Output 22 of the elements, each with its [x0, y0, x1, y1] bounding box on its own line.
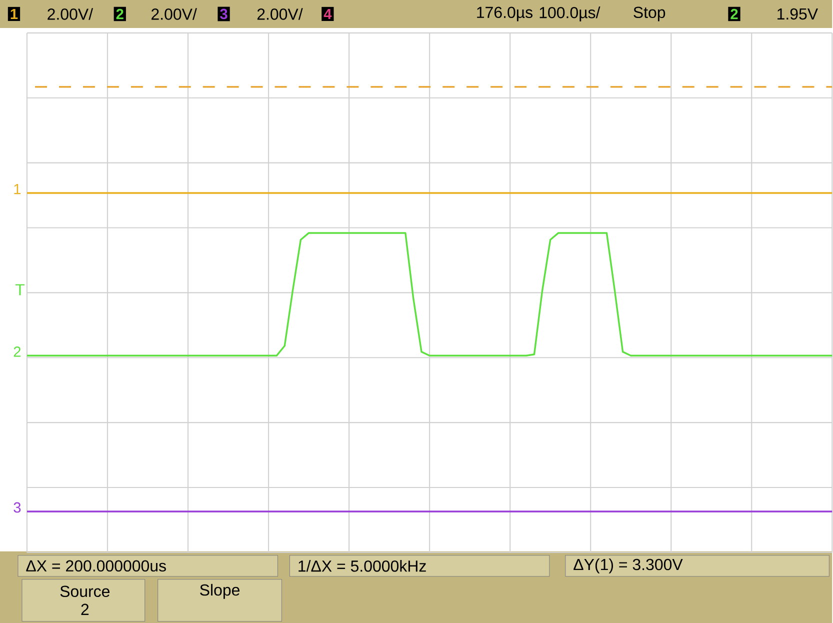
text: 2.00V/	[257, 8, 303, 20]
text: 1.95V	[778, 8, 818, 20]
series-label: 1	[14, 184, 21, 194]
text: Source	[60, 586, 110, 597]
text: Slope	[200, 584, 240, 599]
text: 2	[116, 8, 124, 19]
text: T	[15, 284, 25, 296]
series-label: 3	[14, 502, 21, 512]
text: 1/ΔX = 5.0000kHz	[298, 560, 426, 572]
text: ΔY(1) = 3.300V	[574, 558, 683, 574]
text: 1	[10, 8, 18, 19]
text: 100.0µs/	[540, 6, 600, 22]
text: 2	[730, 8, 738, 19]
text: ΔX = 200.000000us	[26, 560, 166, 572]
text: 4	[324, 8, 332, 19]
text: 176.0µs	[477, 6, 532, 22]
text: 2.00V/	[48, 8, 94, 20]
text: 2.00V/	[152, 8, 197, 20]
text: Stop	[634, 6, 666, 22]
text: 2	[81, 604, 89, 615]
text: 3	[220, 8, 228, 20]
series-label: 2	[14, 346, 21, 357]
